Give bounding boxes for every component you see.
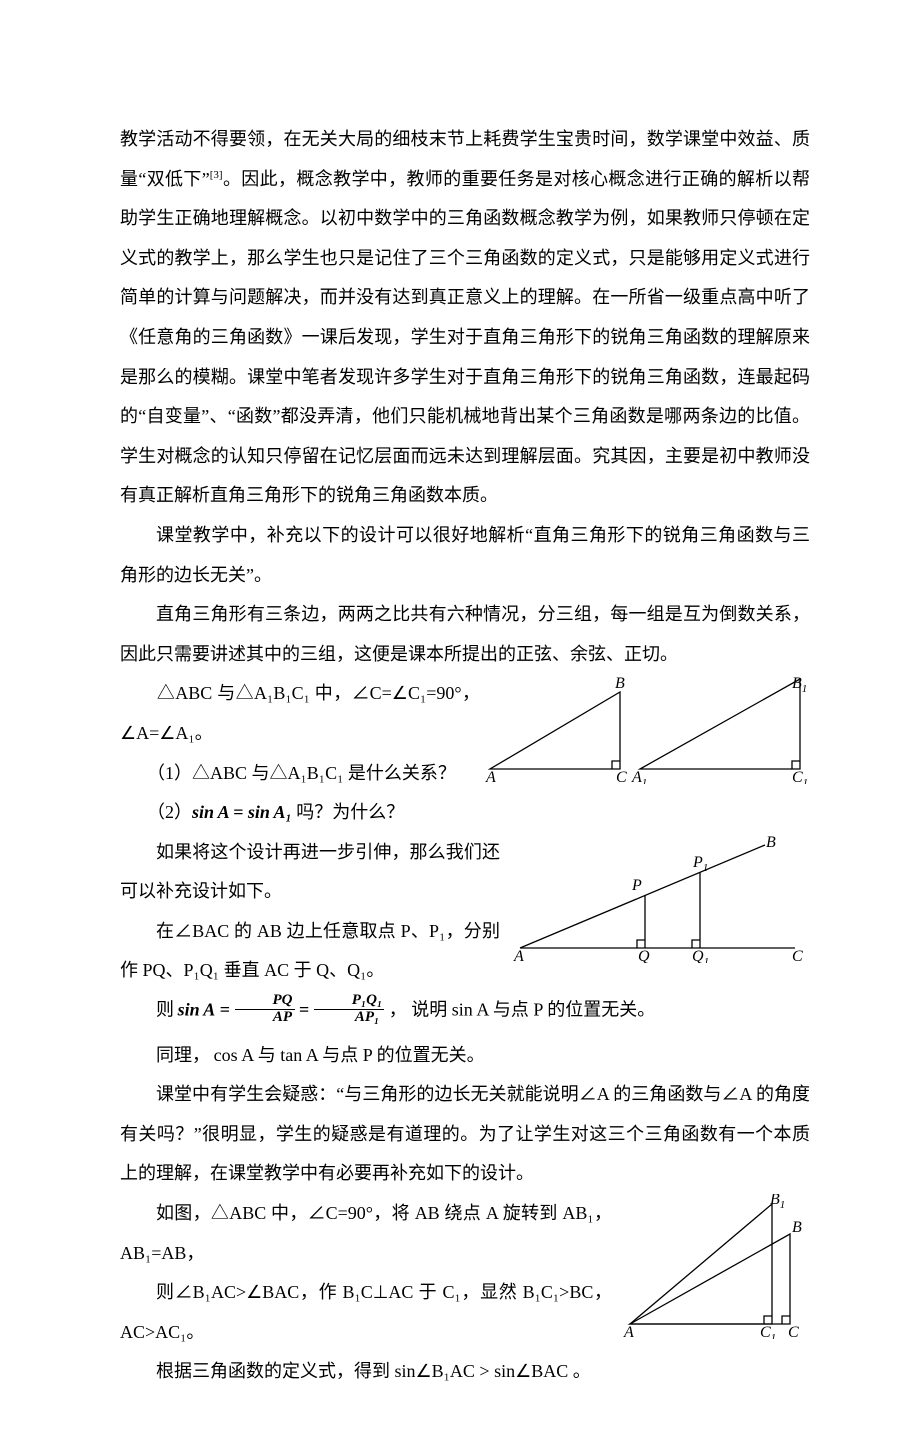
- line: （2）sin A = sin A₁ 吗？为什么？: [120, 793, 480, 833]
- line: （1）△ABC 与△A₁B₁C₁ 是什么关系？: [120, 754, 480, 794]
- figure-pq-perpendiculars: A B C P P1 Q Q1: [510, 833, 810, 978]
- line: 如图，△ABC 中，∠C=90°，将 AB 绕点 A 旋转到 AB₁，AB₁=A…: [120, 1194, 612, 1273]
- equals: =: [299, 999, 314, 1019]
- svg-text:A1: A1: [631, 769, 647, 784]
- fraction: PQ AP: [235, 993, 295, 1026]
- svg-text:B: B: [615, 675, 625, 692]
- paragraph: 如果将这个设计再进一步引伸，那么我们还可以补充设计如下。: [120, 833, 500, 912]
- svg-text:C1: C1: [760, 1324, 776, 1339]
- text: 则: [156, 999, 178, 1019]
- text: （2）: [120, 802, 192, 822]
- reference-mark: [3]: [210, 169, 223, 181]
- block-with-figure: 如图，△ABC 中，∠C=90°，将 AB 绕点 A 旋转到 AB₁，AB₁=A…: [120, 1194, 810, 1392]
- svg-text:P: P: [631, 877, 642, 894]
- line: 则∠B₁AC>∠BAC，作 B₁C⊥AC 于 C₁，显然 B₁C₁>BC，AC>…: [120, 1273, 612, 1352]
- line: 根据三角函数的定义式，得到 sin∠B₁AC > sin∠BAC 。: [120, 1352, 612, 1392]
- paragraph: 教学活动不得要领，在无关大局的细枝末节上耗费学生宝贵时间，数学课堂中效益、质量“…: [120, 120, 810, 516]
- equation-line: 则 sin A = PQ AP = P₁Q₁ AP₁ ， 说明 sin A 与点…: [120, 995, 810, 1028]
- line: △ABC 与△A₁B₁C₁ 中，∠C=∠C₁=90°，∠A=∠A₁。: [120, 674, 480, 753]
- paragraph: 直角三角形有三条边，两两之比共有六种情况，分三组，每一组是互为倒数关系，因此只需…: [120, 595, 810, 674]
- denominator: AP₁: [314, 1010, 384, 1026]
- block-with-figure: △ABC 与△A₁B₁C₁ 中，∠C=∠C₁=90°，∠A=∠A₁。 （1）△A…: [120, 674, 810, 832]
- svg-text:A: A: [623, 1324, 634, 1339]
- text-column: △ABC 与△A₁B₁C₁ 中，∠C=∠C₁=90°，∠A=∠A₁。 （1）△A…: [120, 674, 480, 832]
- text: 。因此，概念教学中，教师的重要任务是对核心概念进行正确的解析以帮助学生正确地理解…: [120, 169, 810, 506]
- figure-rotation: A B B1 C C1: [620, 1194, 810, 1354]
- numerator: PQ: [235, 993, 295, 1010]
- denominator: AP: [235, 1010, 295, 1026]
- svg-text:C: C: [616, 769, 627, 784]
- svg-text:B: B: [766, 834, 776, 851]
- text-column: 如果将这个设计再进一步引伸，那么我们还可以补充设计如下。 在∠BAC 的 AB …: [120, 833, 500, 991]
- svg-text:A: A: [485, 769, 496, 784]
- svg-text:Q1: Q1: [692, 948, 709, 963]
- paragraph: 同理， cos A 与 tan A 与点 P 的位置无关。: [120, 1036, 810, 1076]
- figure-two-triangles: A B C A1 B1 C1: [480, 674, 810, 799]
- paragraph: 在∠BAC 的 AB 边上任意取点 P、P₁，分别作 PQ、P₁Q₁ 垂直 AC…: [120, 912, 500, 991]
- numerator: P₁Q₁: [314, 993, 384, 1010]
- paragraph: 课堂教学中，补充以下的设计可以很好地解析“直角三角形下的锐角三角函数与三角形的边…: [120, 516, 810, 595]
- equals: =: [220, 999, 235, 1019]
- svg-text:A: A: [513, 948, 524, 963]
- text: 吗？为什么？: [292, 802, 405, 822]
- svg-text:Q: Q: [638, 948, 650, 963]
- math: sin A = sin A₁: [192, 802, 292, 822]
- block-with-figure: 如果将这个设计再进一步引伸，那么我们还可以补充设计如下。 在∠BAC 的 AB …: [120, 833, 810, 991]
- math: sin A: [178, 999, 216, 1019]
- svg-text:P1: P1: [692, 854, 708, 874]
- svg-text:B: B: [792, 1219, 802, 1236]
- text: ， 说明 sin A 与点 P 的位置无关。: [389, 999, 655, 1019]
- fraction: P₁Q₁ AP₁: [314, 993, 384, 1026]
- svg-text:C1: C1: [792, 769, 808, 784]
- paragraph: 课堂中有学生会疑惑：“与三角形的边长无关就能说明∠A 的三角函数与∠A 的角度有…: [120, 1075, 810, 1194]
- svg-text:C: C: [788, 1324, 799, 1339]
- svg-text:C: C: [792, 948, 803, 963]
- text-column: 如图，△ABC 中，∠C=90°，将 AB 绕点 A 旋转到 AB₁，AB₁=A…: [120, 1194, 612, 1392]
